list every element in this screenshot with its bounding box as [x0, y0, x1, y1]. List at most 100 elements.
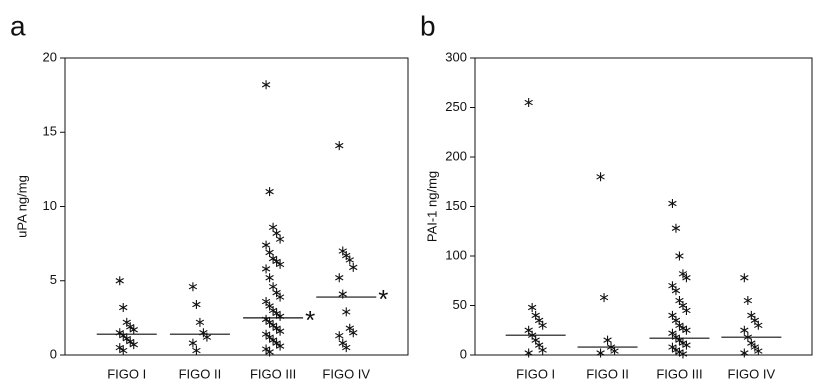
data-point [265, 187, 274, 197]
data-point [599, 293, 609, 303]
y-tick-label: 200 [445, 148, 467, 163]
data-point [126, 322, 135, 332]
y-tick-label: 5 [50, 272, 57, 287]
data-point [129, 340, 138, 350]
data-point [268, 282, 278, 292]
data-point [538, 345, 547, 355]
x-tick-label: FIGO IV [728, 366, 776, 381]
data-point [268, 320, 278, 330]
significance-marker: * [378, 284, 388, 314]
y-tick-label: 250 [445, 99, 467, 114]
data-point [678, 269, 688, 279]
data-point [272, 228, 281, 238]
data-point [126, 337, 135, 347]
data-point [195, 317, 205, 327]
data-point [122, 334, 131, 344]
data-point [740, 348, 749, 358]
y-axis-label: uPA ng/mg [14, 175, 29, 238]
data-point [265, 332, 274, 342]
data-point [603, 335, 612, 345]
data-point [668, 342, 677, 352]
data-point [188, 338, 198, 348]
data-point [272, 308, 281, 318]
x-tick-label: FIGO III [656, 366, 702, 381]
data-point [596, 172, 605, 182]
data-point [275, 234, 285, 244]
plot-frame [64, 57, 409, 356]
data-point [342, 343, 351, 353]
data-point [119, 346, 128, 356]
y-tick-label: 0 [460, 346, 467, 361]
y-tick-label: 300 [445, 49, 467, 64]
data-point [349, 262, 358, 272]
data-point [682, 273, 691, 283]
y-tick-label: 0 [50, 346, 57, 361]
data-point [199, 328, 208, 338]
data-point [747, 338, 756, 348]
data-point [338, 246, 347, 256]
data-point [272, 256, 281, 266]
data-point [345, 255, 354, 265]
data-point [527, 302, 537, 312]
y-tick-label: 150 [445, 198, 467, 213]
data-point [750, 342, 760, 352]
x-tick-label: FIGO II [586, 366, 629, 381]
data-point [682, 325, 691, 335]
y-tick-label: 15 [43, 124, 57, 139]
data-point [272, 288, 281, 298]
y-axis-label: PAI-1 ng/mg [424, 171, 439, 242]
data-point [265, 301, 274, 311]
data-point [754, 320, 763, 330]
y-tick-label: 100 [445, 247, 467, 262]
data-point [275, 341, 285, 351]
significance-marker: * [305, 305, 315, 335]
data-point [335, 141, 344, 151]
data-point [668, 199, 677, 209]
data-point [261, 80, 271, 90]
data-point [349, 328, 358, 338]
data-point [272, 323, 281, 333]
data-point [682, 305, 691, 315]
data-point [261, 344, 271, 354]
data-point [596, 348, 605, 358]
data-point [335, 273, 344, 283]
data-point [275, 259, 285, 269]
data-point [610, 346, 619, 356]
data-point [275, 326, 285, 336]
data-point [268, 305, 278, 315]
x-tick-label: FIGO I [107, 366, 146, 381]
x-tick-label: FIGO IV [322, 366, 370, 381]
data-point [115, 276, 124, 286]
data-point [671, 286, 681, 296]
x-tick-label: FIGO III [250, 366, 296, 381]
data-point [754, 346, 763, 356]
data-point [338, 338, 347, 348]
plot-frame [474, 57, 813, 356]
data-point [740, 325, 749, 335]
data-point [129, 325, 138, 335]
data-point [524, 348, 533, 358]
data-point [261, 264, 271, 274]
data-point [342, 307, 351, 317]
data-point [678, 349, 688, 359]
data-point [265, 347, 274, 357]
data-point [268, 253, 278, 263]
data-point [265, 273, 274, 283]
data-point [115, 343, 124, 353]
data-point [342, 251, 351, 261]
data-point [122, 317, 131, 327]
data-point [275, 292, 285, 302]
data-point [675, 320, 684, 330]
data-point [335, 331, 344, 341]
data-point [261, 240, 271, 250]
data-point [192, 300, 201, 310]
data-point [261, 329, 271, 339]
data-point [268, 222, 278, 232]
data-point [671, 223, 681, 233]
data-point [188, 282, 198, 292]
data-point [265, 317, 274, 327]
x-tick-label: FIGO I [516, 366, 555, 381]
y-tick-label: 20 [43, 49, 57, 64]
data-point [265, 248, 274, 258]
data-point [192, 346, 201, 356]
